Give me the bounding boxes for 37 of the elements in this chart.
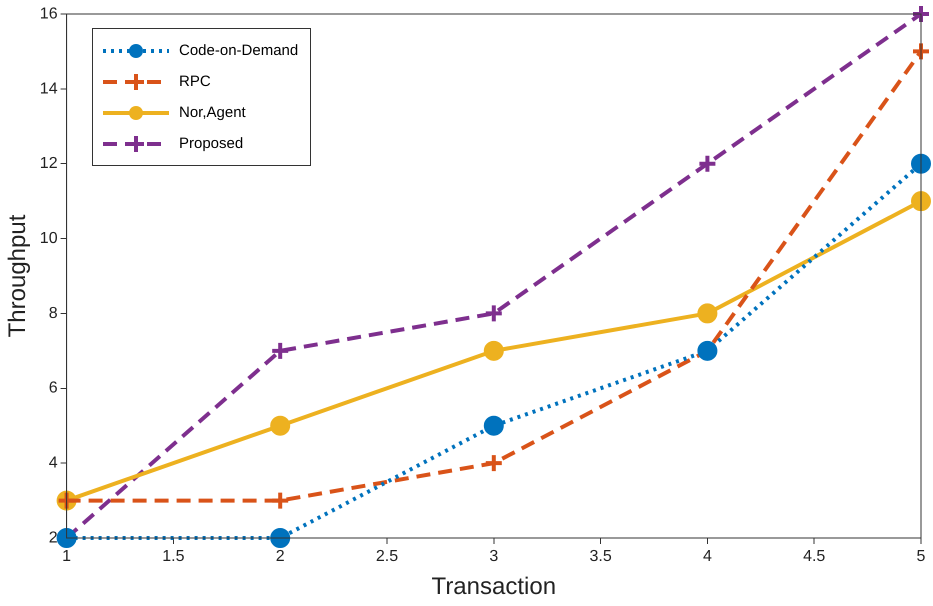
point: [697, 154, 718, 174]
point: [911, 154, 931, 174]
x-tick-label: 2: [276, 548, 285, 566]
point: [484, 416, 504, 436]
x-tick-label: 4.5: [803, 548, 826, 566]
x-tick-label: 3.5: [589, 548, 612, 566]
point: [270, 340, 290, 361]
y-tick-label: 8: [48, 304, 58, 322]
point: [911, 191, 931, 212]
point: [484, 453, 504, 474]
point: [484, 340, 504, 361]
y-tick-label: 16: [40, 5, 58, 22]
point: [911, 4, 931, 24]
legend-label: RPC: [179, 73, 211, 90]
legend-label: Proposed: [179, 135, 244, 152]
y-tick-label: 6: [48, 380, 58, 397]
legend-label: Nor,Agent: [179, 104, 246, 121]
x-tick-label: 4: [702, 548, 712, 566]
y-tick-label: 12: [40, 155, 58, 172]
point: [270, 416, 290, 436]
point: [270, 528, 290, 548]
point: [270, 490, 290, 511]
x-tick-label: 5: [916, 548, 926, 566]
x-tick-label: 2.5: [376, 548, 398, 566]
point: [697, 303, 718, 324]
y-tick-label: 4: [48, 454, 58, 472]
y-tick-label: 14: [40, 80, 58, 98]
point: [911, 41, 931, 62]
x-tick-label: 1.5: [162, 548, 185, 566]
y-tick-label: 10: [40, 230, 58, 247]
x-axis-title: Transaction: [432, 573, 556, 600]
x-tick-label: 1: [62, 548, 72, 566]
legend-label: Code-on-Demand: [179, 42, 298, 59]
y-axis-title: Throughput: [4, 214, 32, 338]
x-tick-label: 3: [489, 548, 498, 566]
y-tick-label: 2: [48, 529, 58, 546]
point: [484, 303, 504, 324]
